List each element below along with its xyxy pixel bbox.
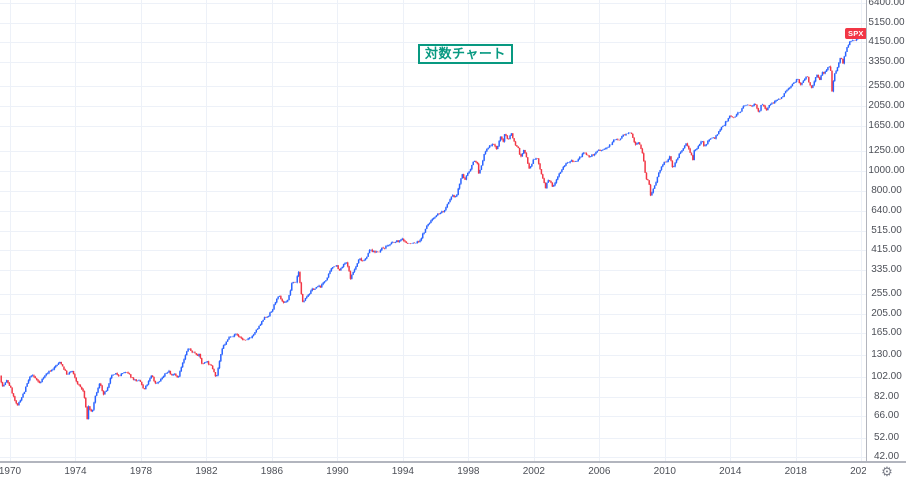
time-axis-label: 2002	[522, 466, 545, 477]
down-candle-wicks	[0, 29, 864, 420]
chart-canvas[interactable]	[0, 0, 866, 461]
time-axis-label: 2006	[588, 466, 611, 477]
price-axis-label: 4150.00	[868, 36, 905, 48]
price-axis-label: 102.00	[871, 370, 902, 382]
price-axis[interactable]: 6400.00 5150.00 4150.00 3350.00 2550.00 2050.…	[866, 0, 906, 461]
gear-icon[interactable]: ⚙	[876, 463, 898, 480]
price-axis-label: 1650.00	[868, 119, 905, 131]
price-axis-label: 800.00	[871, 184, 902, 196]
grid-layer	[0, 0, 866, 461]
price-axis-label: 6400.00	[868, 0, 905, 9]
grid-vertical-lines	[10, 0, 862, 461]
price-axis-label: 205.00	[871, 307, 902, 319]
price-axis-label: 255.00	[871, 288, 902, 300]
price-axis-label: 335.00	[871, 263, 902, 275]
grid-horizontal-lines	[0, 3, 866, 458]
time-axis-label: 2022	[850, 466, 866, 477]
log-chart-annotation[interactable]: 対数チャート	[418, 44, 513, 64]
time-axis-label: 1982	[195, 466, 218, 477]
price-axis-label: 515.00	[871, 224, 902, 236]
price-axis-label: 130.00	[871, 348, 902, 360]
price-axis-label: 5150.00	[868, 16, 905, 28]
time-axis-label: 2010	[653, 466, 676, 477]
price-axis-label: 1250.00	[868, 144, 905, 156]
time-axis-label: 2018	[784, 466, 807, 477]
price-axis-label: 66.00	[873, 410, 900, 422]
time-axis-label: 1994	[391, 466, 414, 477]
price-axis-label: 3350.00	[868, 55, 905, 67]
price-axis-label: 415.00	[871, 244, 902, 256]
price-axis-label: 165.00	[871, 327, 902, 339]
symbol-price-badge: SPX	[845, 28, 867, 39]
time-axis-label: 2014	[719, 466, 742, 477]
price-axis-label: 1000.00	[868, 164, 905, 176]
price-axis-label: 2550.00	[868, 80, 905, 92]
price-axis-label: 82.00	[873, 390, 900, 402]
time-axis-label: 1998	[457, 466, 480, 477]
down-candle-bodies	[0, 29, 865, 420]
up-candle-bodies	[3, 29, 862, 420]
time-axis-strip: 1970 1974 1978 1982 1986 1990 1994 1998 2002 2006…	[0, 461, 906, 480]
time-axis-label: 1986	[260, 466, 284, 477]
time-axis-label: 1978	[129, 466, 153, 477]
up-candle-wicks	[3, 29, 862, 420]
price-axis-label: 52.00	[873, 431, 900, 443]
time-axis-label: 1974	[64, 466, 87, 477]
price-axis-label: 2050.00	[868, 100, 905, 112]
candles-layer	[0, 29, 865, 420]
time-axis-corner: ⚙	[866, 463, 906, 480]
time-axis-label: 1990	[326, 466, 349, 477]
price-axis-label: 42.00	[873, 450, 900, 462]
price-axis-label: 640.00	[871, 205, 902, 217]
time-axis[interactable]: 1970 1974 1978 1982 1986 1990 1994 1998 2002 2006…	[0, 463, 866, 480]
time-axis-label: 1970	[0, 466, 22, 477]
